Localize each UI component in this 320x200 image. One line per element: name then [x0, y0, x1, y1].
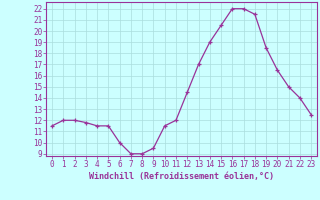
X-axis label: Windchill (Refroidissement éolien,°C): Windchill (Refroidissement éolien,°C) — [89, 172, 274, 181]
